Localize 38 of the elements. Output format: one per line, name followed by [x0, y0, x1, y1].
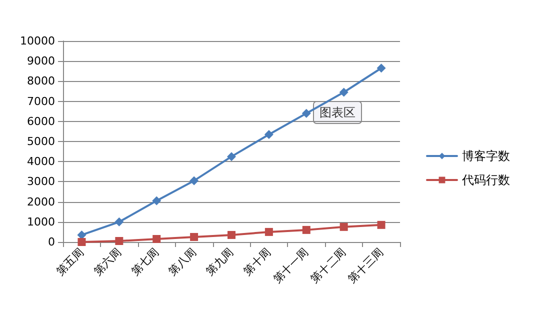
- x-tick-label: 第八周: [166, 245, 199, 278]
- y-tick-label: 3000: [27, 175, 55, 188]
- x-tick-label: 第六周: [91, 245, 124, 278]
- point: [264, 130, 274, 139]
- point: [264, 228, 273, 236]
- point: [227, 152, 236, 162]
- point: [190, 232, 198, 241]
- point: [340, 222, 348, 231]
- y-tick-label: 2000: [27, 195, 55, 208]
- y-tick-label: 10000: [20, 34, 55, 48]
- annotation: 图表区: [320, 106, 356, 120]
- point: [339, 88, 348, 97]
- point: [228, 230, 236, 239]
- y-tick-label: 8000: [27, 74, 55, 88]
- point: [376, 64, 386, 73]
- y-tick-label: 9000: [27, 54, 55, 68]
- point: [302, 108, 311, 118]
- point: [114, 217, 124, 226]
- point: [377, 220, 386, 229]
- x-tick-label: 第七周: [128, 245, 162, 278]
- y-tick-label: 4000: [27, 155, 55, 168]
- point: [190, 176, 199, 186]
- x-tick-label: 第十三周: [346, 245, 386, 286]
- y-tick-label: 6000: [27, 114, 55, 128]
- y-tick-label: 7000: [27, 94, 55, 108]
- point: [152, 196, 162, 206]
- y-tick-label: 0: [48, 236, 55, 248]
- point: [115, 236, 124, 245]
- legend-label: 博客字数: [462, 149, 510, 163]
- point: [152, 234, 161, 243]
- x-tick-label: 第十二周: [308, 245, 348, 286]
- x-tick-label: 第五周: [54, 245, 86, 278]
- y-tick-label: 1000: [27, 215, 55, 228]
- legend-label: 代码行数: [461, 173, 510, 187]
- y-tick-label: 5000: [27, 135, 55, 148]
- point: [302, 226, 310, 234]
- point: [78, 238, 86, 246]
- x-tick-label: 第九周: [204, 245, 236, 278]
